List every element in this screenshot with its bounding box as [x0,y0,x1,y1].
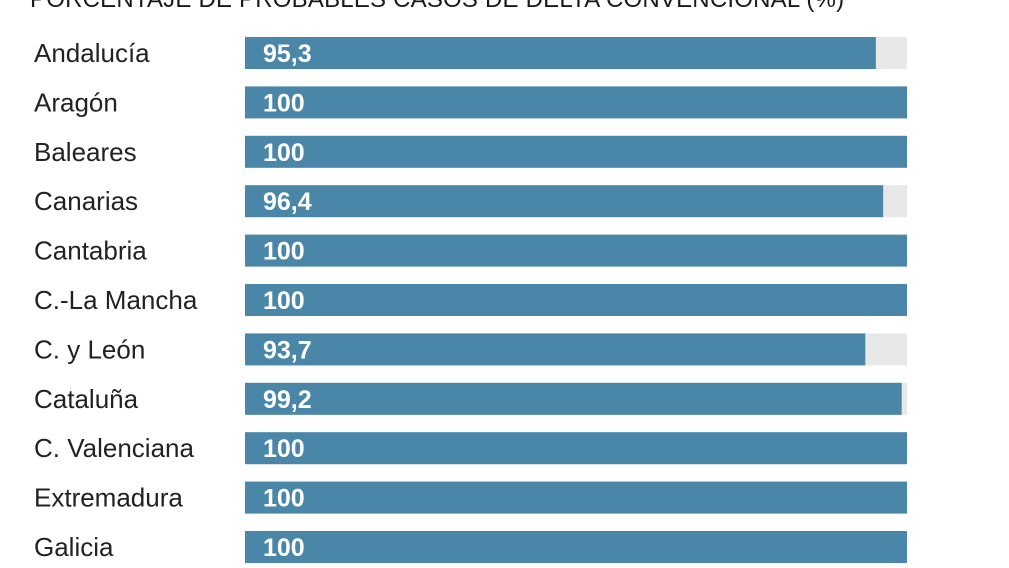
data-label: 100 [263,534,305,562]
category-label: Extremadura [34,483,183,513]
category-label: Baleares [34,137,137,167]
category-label: C.-La Mancha [34,285,198,315]
category-label: Aragón [34,87,118,117]
category-label: Canarias [34,186,138,216]
bar [245,432,907,465]
data-label: 100 [263,485,305,513]
data-label: 100 [263,89,305,117]
bar [245,234,907,267]
category-label: Cataluña [34,384,139,414]
bar [245,284,907,316]
bar [245,382,902,415]
category-label: C. Valenciana [34,433,194,463]
chart-title: PORCENTAJE DE PROBABLES CASOS DE DELTA C… [30,0,844,14]
bar [245,185,884,218]
bar [245,135,907,168]
bar [245,86,907,119]
category-label: Galicia [34,532,114,562]
data-label: 100 [263,287,305,315]
data-label: 96,4 [263,188,312,216]
data-label: 100 [263,238,305,266]
data-label: 100 [263,139,305,167]
data-label: 93,7 [263,336,312,364]
data-label: 100 [263,435,305,463]
category-label: C. y León [34,334,145,364]
bar [245,481,907,514]
data-label: 99,2 [263,386,312,414]
bar [245,37,876,69]
data-label: 95,3 [263,40,312,68]
category-label: Cantabria [34,236,147,266]
category-label: Andalucía [34,38,150,68]
bar [245,333,866,366]
bar [245,531,907,563]
